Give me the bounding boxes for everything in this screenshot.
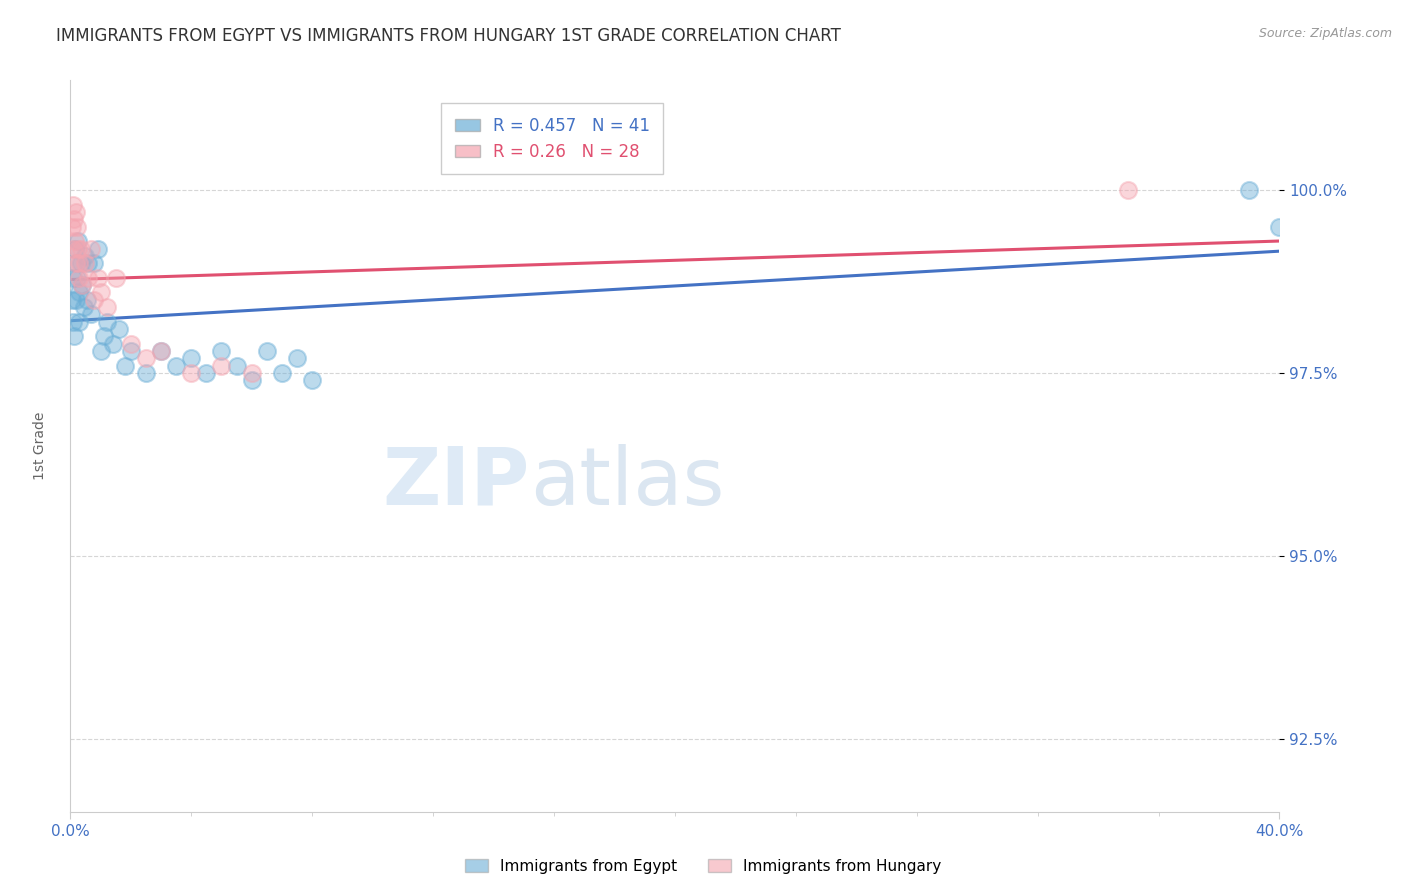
- Point: [135, 351, 157, 366]
- Point: [240, 366, 263, 380]
- Point: [285, 351, 308, 366]
- Point: [211, 343, 233, 358]
- Point: [240, 373, 263, 387]
- Point: [150, 343, 173, 358]
- Point: [76, 293, 98, 307]
- Point: [80, 307, 103, 321]
- Point: [150, 343, 173, 358]
- Point: [165, 359, 187, 373]
- Point: [96, 300, 118, 314]
- Point: [67, 256, 90, 270]
- Point: [256, 343, 278, 358]
- Point: [1268, 219, 1291, 234]
- Point: [120, 336, 142, 351]
- Text: atlas: atlas: [530, 443, 724, 522]
- Point: [80, 242, 103, 256]
- Text: ZIP: ZIP: [382, 443, 530, 522]
- Point: [70, 242, 93, 256]
- Point: [60, 293, 83, 307]
- Point: [1118, 183, 1140, 197]
- Point: [62, 242, 84, 256]
- Point: [65, 256, 87, 270]
- Point: [211, 359, 233, 373]
- Point: [72, 278, 94, 293]
- Point: [114, 359, 136, 373]
- Point: [67, 270, 90, 285]
- Point: [63, 234, 86, 248]
- Point: [90, 343, 111, 358]
- Point: [301, 373, 323, 387]
- Point: [83, 293, 105, 307]
- Point: [65, 205, 87, 219]
- Text: 1st Grade: 1st Grade: [34, 412, 46, 480]
- Point: [75, 249, 97, 263]
- Point: [90, 285, 111, 300]
- Point: [180, 351, 202, 366]
- Point: [63, 329, 86, 343]
- Point: [66, 219, 89, 234]
- Point: [86, 270, 108, 285]
- Point: [60, 219, 83, 234]
- Point: [63, 242, 86, 256]
- Point: [180, 366, 202, 380]
- Point: [70, 256, 93, 270]
- Point: [62, 197, 84, 211]
- Point: [75, 256, 97, 270]
- Point: [96, 315, 118, 329]
- Point: [86, 242, 108, 256]
- Point: [101, 336, 124, 351]
- Point: [65, 293, 87, 307]
- Legend: Immigrants from Egypt, Immigrants from Hungary: Immigrants from Egypt, Immigrants from H…: [458, 853, 948, 880]
- Point: [72, 278, 94, 293]
- Point: [63, 212, 86, 227]
- Point: [120, 343, 142, 358]
- Point: [62, 270, 84, 285]
- Point: [225, 359, 247, 373]
- Point: [135, 366, 157, 380]
- Point: [66, 270, 89, 285]
- Point: [65, 256, 87, 270]
- Point: [93, 329, 115, 343]
- Point: [77, 270, 100, 285]
- Point: [67, 285, 90, 300]
- Point: [270, 366, 294, 380]
- Point: [1239, 183, 1261, 197]
- Point: [66, 242, 89, 256]
- Text: IMMIGRANTS FROM EGYPT VS IMMIGRANTS FROM HUNGARY 1ST GRADE CORRELATION CHART: IMMIGRANTS FROM EGYPT VS IMMIGRANTS FROM…: [56, 27, 841, 45]
- Point: [62, 315, 84, 329]
- Point: [83, 256, 105, 270]
- Point: [107, 322, 129, 336]
- Legend: R = 0.457   N = 41, R = 0.26   N = 28: R = 0.457 N = 41, R = 0.26 N = 28: [441, 103, 664, 174]
- Point: [195, 366, 218, 380]
- Point: [77, 256, 100, 270]
- Point: [73, 300, 96, 314]
- Point: [66, 234, 89, 248]
- Text: Source: ZipAtlas.com: Source: ZipAtlas.com: [1258, 27, 1392, 40]
- Point: [104, 270, 127, 285]
- Point: [67, 315, 90, 329]
